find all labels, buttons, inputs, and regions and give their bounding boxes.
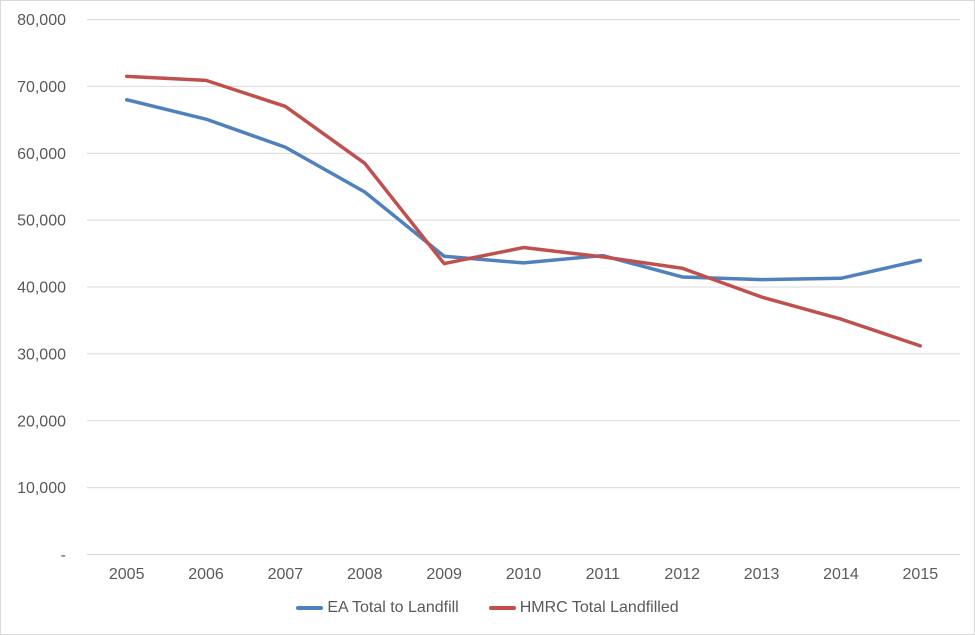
x-tick-label: 2015 <box>903 566 939 583</box>
legend-item-hmrc-total-landfilled: HMRC Total Landfilled <box>488 599 679 617</box>
x-tick-label: 2005 <box>109 566 145 583</box>
legend: EA Total to Landfill HMRC Total Landfill… <box>1 599 974 617</box>
y-tick-label: 30,000 <box>17 346 66 363</box>
x-tick-label: 2010 <box>506 566 542 583</box>
y-tick-label: 70,000 <box>17 79 66 96</box>
x-tick-label: 2013 <box>744 566 780 583</box>
x-tick-label: 2012 <box>664 566 700 583</box>
legend-line-swatch-blue <box>296 606 324 610</box>
x-tick-label: 2007 <box>268 566 304 583</box>
x-tick-label: 2009 <box>426 566 462 583</box>
y-tick-label: 80,000 <box>17 12 66 29</box>
legend-label-hmrc-total-landfilled: HMRC Total Landfilled <box>519 599 679 616</box>
y-tick-label: 20,000 <box>17 413 66 430</box>
y-tick-label: 60,000 <box>17 146 66 163</box>
legend-label-ea-total-to-landfill: EA Total to Landfill <box>327 599 459 616</box>
y-tick-label: 10,000 <box>17 480 66 497</box>
series-line-ea-total-to-landfill <box>124 98 923 282</box>
y-tick-label: - <box>61 547 66 564</box>
x-tick-label: 2008 <box>347 566 383 583</box>
y-tick-label: 50,000 <box>17 213 66 230</box>
series-line-hmrc-total-landfilled <box>124 74 923 348</box>
legend-item-ea-total-to-landfill: EA Total to Landfill <box>296 599 459 617</box>
y-tick-label: 40,000 <box>17 280 66 297</box>
x-tick-label: 2006 <box>188 566 224 583</box>
x-tick-label: 2011 <box>586 566 621 583</box>
x-tick-label: 2014 <box>823 566 859 583</box>
legend-line-swatch-red <box>488 606 516 610</box>
